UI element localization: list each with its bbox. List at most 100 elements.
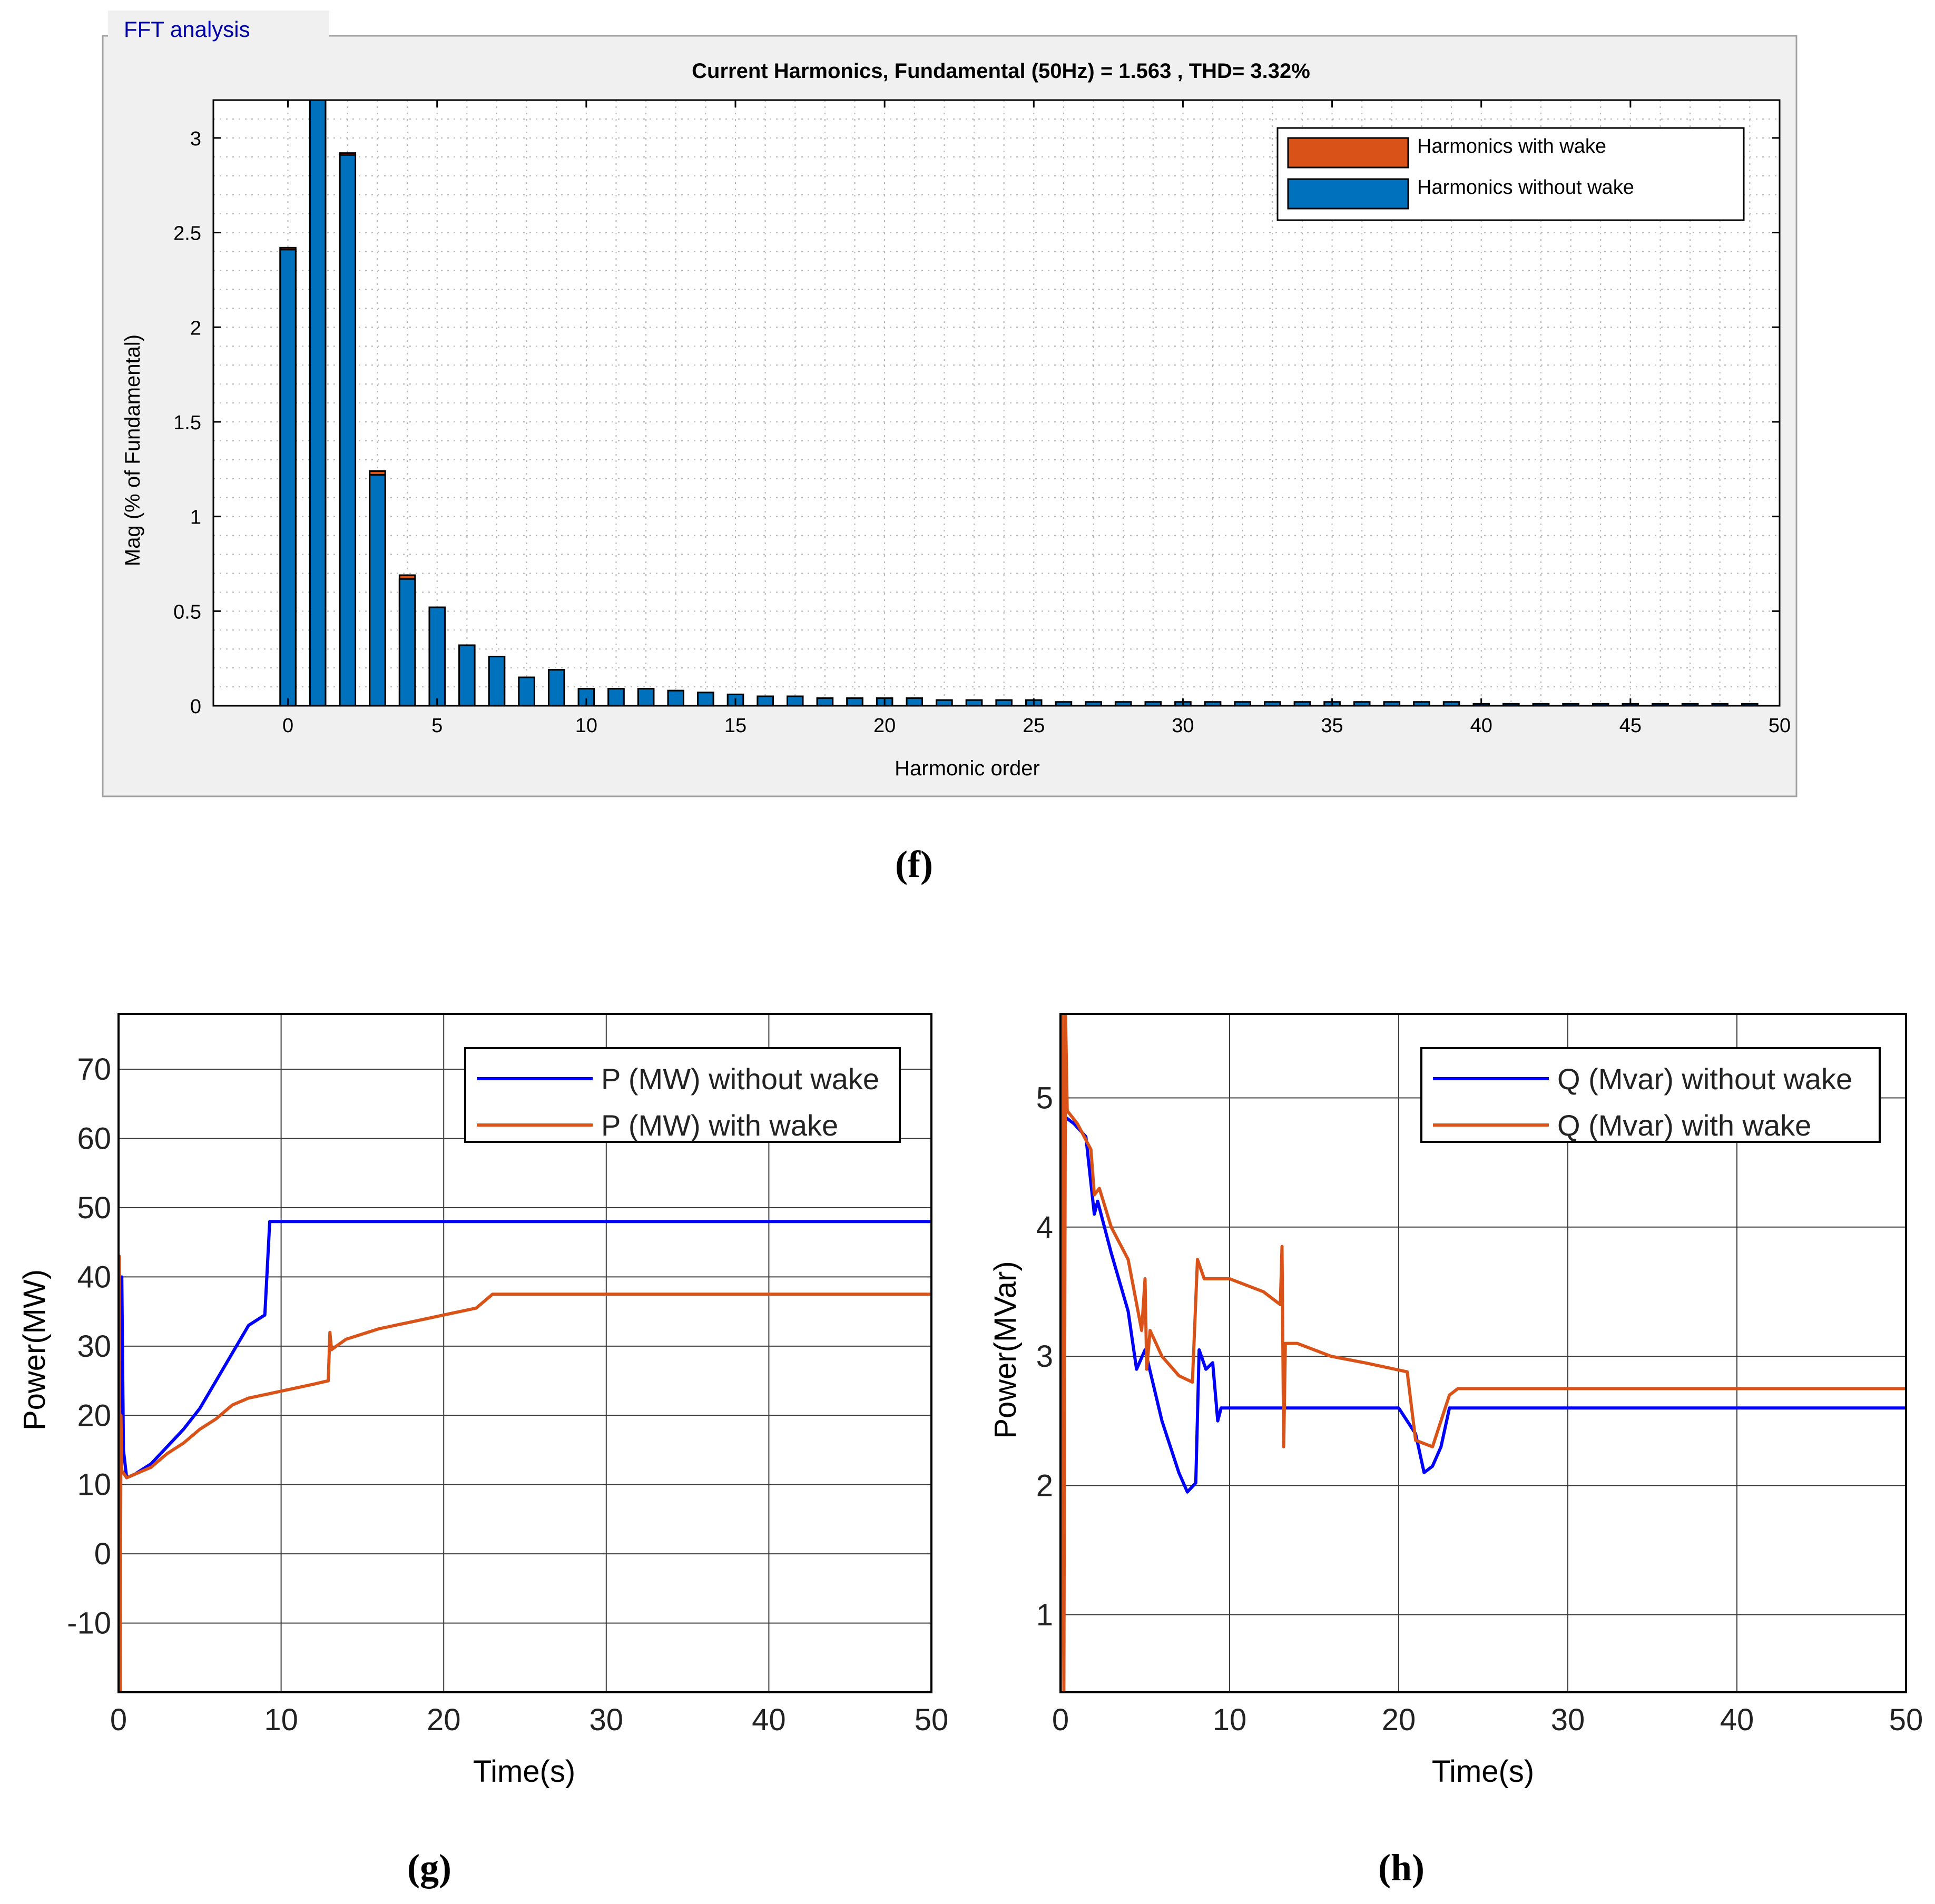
reactive-power-y-tick-label: 2 xyxy=(1036,1468,1053,1503)
reactive-power-series-line-without-wake xyxy=(1064,1116,1906,1494)
fft-y-tick-label: 3 xyxy=(190,128,201,150)
active-power-x-tick-label: 10 xyxy=(264,1703,298,1737)
fft-bar-without-wake xyxy=(548,669,565,707)
reactive-power-legend-label: Q (Mvar) with wake xyxy=(1557,1109,1811,1142)
active-power-x-tick-label: 50 xyxy=(915,1703,949,1737)
fft-bar-without-wake xyxy=(339,154,357,707)
active-power-y-tick-label: 40 xyxy=(77,1260,111,1294)
fft-bar-without-wake xyxy=(458,644,476,707)
active-power-y-tick-label: 60 xyxy=(77,1122,111,1156)
caption-f: (f) xyxy=(895,843,933,885)
reactive-power-y-tick-label: 1 xyxy=(1036,1598,1053,1632)
fft-panel: FFT analysis Current Harmonics, Fundamen… xyxy=(102,11,1798,797)
fft-x-tick-label: 35 xyxy=(1321,715,1343,737)
active-power-y-tick-label: -10 xyxy=(67,1606,111,1641)
fft-bar-without-wake xyxy=(697,692,714,707)
fft-bar-without-wake xyxy=(369,474,386,707)
fft-x-tick-label: 20 xyxy=(873,715,896,737)
reactive-power-x-tick-label: 20 xyxy=(1382,1703,1416,1737)
active-power-legend-label: P (MW) without wake xyxy=(601,1062,879,1096)
fft-bar-without-wake xyxy=(965,699,983,707)
active-power-panel: 0 10 20 30 40 50 -10 0 10 20 30 40 50 60 70 P (MW) with… xyxy=(17,1013,949,1789)
fft-bar-without-wake xyxy=(398,578,416,707)
fft-axes-box xyxy=(212,99,1781,707)
reactive-power-y-tick-label: 3 xyxy=(1036,1339,1053,1374)
fft-x-tick-label: 40 xyxy=(1470,715,1492,737)
active-power-y-axis-label: Power(MW) xyxy=(17,1269,52,1431)
fft-bar-without-wake xyxy=(787,695,804,707)
active-power-legend-label: P (MW) with wake xyxy=(601,1109,838,1142)
reactive-power-panel: 0 10 20 30 40 50 1 2 3 4 5 Q (Mvar) without wake Q (… xyxy=(988,1013,1923,1789)
reactive-power-x-tick-label: 40 xyxy=(1720,1703,1754,1737)
active-power-y-tick-label: 10 xyxy=(77,1468,111,1502)
reactive-power-x-tick-label: 30 xyxy=(1551,1703,1585,1737)
fft-y-axis-label: Mag (% of Fundamental) xyxy=(121,334,144,566)
fft-bar-without-wake xyxy=(428,606,446,707)
active-power-x-tick-label: 0 xyxy=(110,1703,127,1737)
fft-bar-without-wake xyxy=(518,676,535,707)
fft-panel-tab xyxy=(108,11,329,47)
fft-x-tick-label: 10 xyxy=(575,715,597,737)
fft-y-tick-label: 2.5 xyxy=(173,223,201,245)
fft-bar-without-wake xyxy=(757,695,774,707)
fft-y-tick-label: 1 xyxy=(190,507,201,529)
reactive-power-y-axis-label: Power(MVar) xyxy=(988,1261,1023,1438)
fft-legend-label: Harmonics without wake xyxy=(1417,176,1634,199)
active-power-plot-area: 0 10 20 30 40 50 -10 0 10 20 30 40 50 60 70 P (MW) with… xyxy=(67,1013,949,1737)
fft-x-tick-label: 50 xyxy=(1769,715,1791,737)
fft-bar-without-wake xyxy=(607,688,625,707)
fft-panel-label: FFT analysis xyxy=(124,17,250,42)
active-power-y-tick-label: 0 xyxy=(94,1537,111,1571)
fft-y-tick-label: 0 xyxy=(190,696,201,718)
reactive-power-legend-label: Q (Mvar) without wake xyxy=(1557,1062,1852,1096)
fft-legend-swatch xyxy=(1287,178,1409,210)
fft-bar-without-wake xyxy=(936,699,953,707)
active-power-series-line-without-wake xyxy=(119,1220,931,1692)
fft-y-tick-label: 1.5 xyxy=(173,412,201,434)
active-power-y-tick-label: 70 xyxy=(77,1052,111,1087)
fft-legend-swatch xyxy=(1287,137,1409,169)
active-power-y-tick-label: 50 xyxy=(77,1191,111,1225)
active-power-x-tick-label: 30 xyxy=(590,1703,624,1737)
fft-x-tick-label: 25 xyxy=(1023,715,1045,737)
fft-x-tick-label: 30 xyxy=(1172,715,1194,737)
fft-bar-without-wake xyxy=(309,99,327,707)
reactive-power-x-tick-label: 0 xyxy=(1052,1703,1069,1737)
fft-bar-without-wake xyxy=(906,697,923,707)
active-power-x-tick-label: 20 xyxy=(427,1703,461,1737)
active-power-y-tick-label: 20 xyxy=(77,1398,111,1433)
active-power-axes-box xyxy=(117,1013,932,1693)
reactive-power-x-tick-label: 50 xyxy=(1889,1703,1923,1737)
fft-bar-without-wake xyxy=(637,688,655,707)
fft-x-tick-label: 15 xyxy=(724,715,747,737)
fft-bar-without-wake xyxy=(488,656,506,707)
active-power-x-tick-label: 40 xyxy=(752,1703,786,1737)
reactive-power-x-tick-label: 10 xyxy=(1213,1703,1247,1737)
reactive-power-y-tick-label: 5 xyxy=(1036,1081,1053,1115)
reactive-power-plot-area: 0 10 20 30 40 50 1 2 3 4 5 Q (Mvar) without wake Q (… xyxy=(1036,1013,1923,1737)
fft-bar-without-wake xyxy=(816,697,834,707)
fft-plot-area: 0 5 10 15 20 25 30 35 40 45 50 0 0.5 1 1.5 2 2.5 3 Harmoni… xyxy=(173,99,1791,737)
fft-chart-title: Current Harmonics, Fundamental (50Hz) = … xyxy=(692,60,1310,83)
active-power-y-tick-label: 30 xyxy=(77,1329,111,1364)
active-power-x-axis-label: Time(s) xyxy=(473,1754,575,1789)
fft-x-tick-label: 5 xyxy=(431,715,443,737)
reactive-power-y-tick-label: 4 xyxy=(1036,1210,1053,1245)
reactive-power-axes-box xyxy=(1059,1013,1907,1693)
reactive-power-series-line-with-wake xyxy=(1060,1014,1906,1692)
fft-y-tick-label: 2 xyxy=(190,317,201,339)
fft-bar-without-wake xyxy=(995,699,1013,707)
fft-x-tick-label: 45 xyxy=(1619,715,1642,737)
active-power-series-line-with-wake xyxy=(119,1255,931,1692)
fft-x-axis-label: Harmonic order xyxy=(895,757,1040,780)
fft-bar-without-wake xyxy=(846,697,863,707)
caption-g: (g) xyxy=(407,1847,451,1889)
fft-legend-label: Harmonics with wake xyxy=(1417,135,1606,157)
reactive-power-x-axis-label: Time(s) xyxy=(1432,1754,1534,1789)
caption-h: (h) xyxy=(1378,1847,1425,1889)
fft-x-tick-label: 0 xyxy=(282,715,293,737)
fft-bar-without-wake xyxy=(667,689,684,707)
fft-y-tick-label: 0.5 xyxy=(173,601,201,623)
fft-bar-without-wake xyxy=(279,249,297,707)
